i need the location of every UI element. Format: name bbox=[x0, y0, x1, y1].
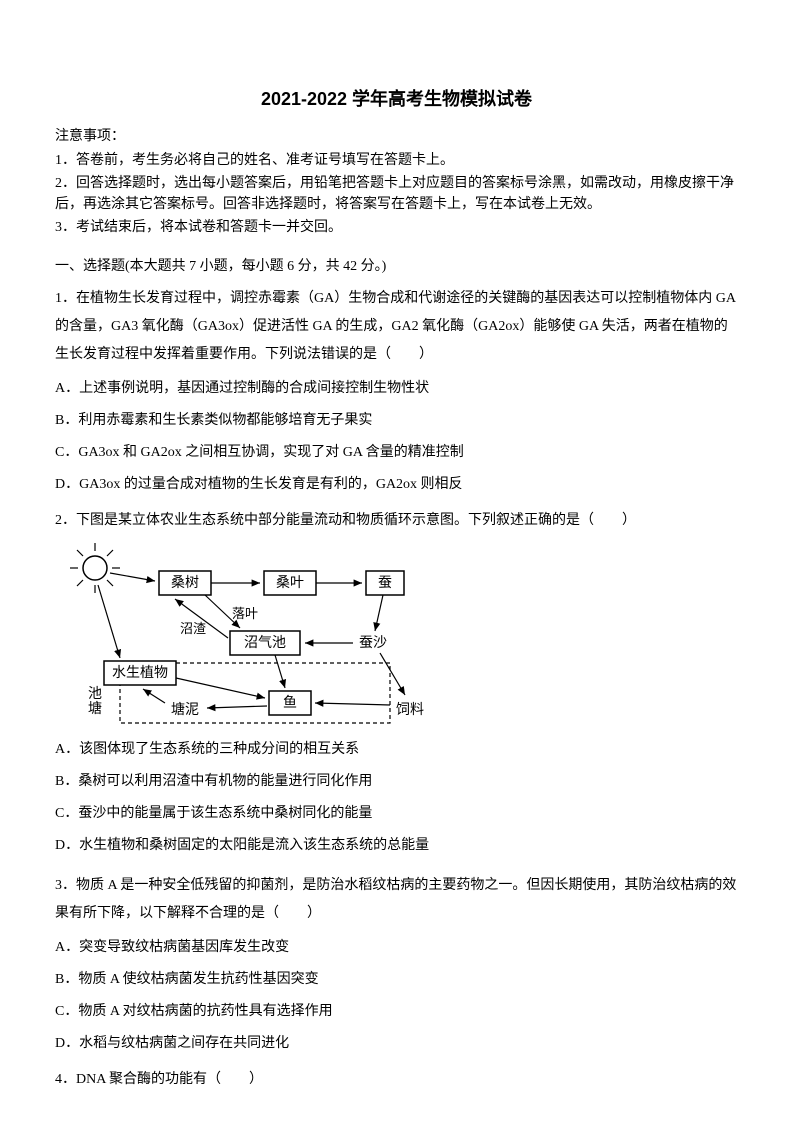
edge-feed-fish bbox=[315, 703, 390, 705]
leaf-label: 桑叶 bbox=[276, 575, 304, 591]
question-3-option-c: C．物质 A 对纹枯病菌的抗药性具有选择作用 bbox=[55, 998, 738, 1026]
question-1-text: 1．在植物生长发育过程中，调控赤霉素（GA）生物合成和代谢途径的关键酶的基因表达… bbox=[55, 285, 738, 369]
question-2: 2．下图是某立体农业生态系统中部分能量流动和物质循环示意图。下列叙述正确的是（ … bbox=[55, 507, 738, 860]
question-2-option-b: B．桑树可以利用沼渣中有机物的能量进行同化作用 bbox=[55, 768, 738, 796]
pond-label-1: 池 bbox=[88, 686, 102, 702]
sun-icon bbox=[70, 543, 120, 593]
edge-sun-mulberry bbox=[110, 573, 155, 581]
silkworm-label: 蚕 bbox=[378, 576, 392, 591]
mud-label: 塘泥 bbox=[171, 702, 199, 718]
fish-label: 鱼 bbox=[283, 694, 297, 711]
notice-item-3: 3．考试结束后，将本试卷和答题卡一并交回。 bbox=[55, 217, 738, 238]
edge-silkworm-waste bbox=[375, 595, 383, 631]
question-1: 1．在植物生长发育过程中，调控赤霉素（GA）生物合成和代谢途径的关键酶的基因表达… bbox=[55, 285, 738, 499]
edge-sun-aquatic bbox=[98, 585, 120, 658]
notice-item-1: 1．答卷前，考生务必将自己的姓名、准考证号填写在答题卡上。 bbox=[55, 150, 738, 171]
mulberry-label: 桑树 bbox=[171, 575, 199, 591]
question-4-text: 4．DNA 聚合酶的功能有（ ） bbox=[55, 1066, 738, 1094]
question-3-option-b: B．物质 A 使纹枯病菌发生抗药性基因突变 bbox=[55, 966, 738, 994]
question-3-text: 3．物质 A 是一种安全低残留的抑菌剂，是防治水稻纹枯病的主要药物之一。但因长期… bbox=[55, 872, 738, 928]
feed-label: 饲料 bbox=[396, 702, 424, 718]
silkworm-waste-label: 蚕沙 bbox=[359, 636, 387, 651]
edge-aquatic-fish bbox=[176, 678, 265, 698]
question-1-option-b: B．利用赤霉素和生长素类似物都能够培育无子果实 bbox=[55, 407, 738, 435]
question-2-option-d: D．水生植物和桑树固定的太阳能是流入该生态系统的总能量 bbox=[55, 832, 738, 860]
edge-mud-aquatic bbox=[143, 689, 165, 703]
question-2-option-c: C．蚕沙中的能量属于该生态系统中桑树同化的能量 bbox=[55, 800, 738, 828]
question-4: 4．DNA 聚合酶的功能有（ ） bbox=[55, 1066, 738, 1094]
question-2-text: 2．下图是某立体农业生态系统中部分能量流动和物质循环示意图。下列叙述正确的是（ … bbox=[55, 507, 738, 535]
section-1-header: 一、选择题(本大题共 7 小题，每小题 6 分，共 42 分。) bbox=[55, 256, 738, 278]
edge-waste-feed bbox=[380, 653, 405, 695]
edge-fish-mud bbox=[207, 706, 267, 708]
biogas-residue-label: 沼渣 bbox=[180, 621, 206, 636]
question-1-option-c: C．GA3ox 和 GA2ox 之间相互协调，实现了对 GA 含量的精准控制 bbox=[55, 439, 738, 467]
aquatic-label: 水生植物 bbox=[112, 665, 168, 681]
question-3-option-a: A．突变导致纹枯病菌基因库发生改变 bbox=[55, 934, 738, 962]
question-1-option-d: D．GA3ox 的过量合成对植物的生长发育是有利的，GA2ox 则相反 bbox=[55, 471, 738, 499]
notice-item-2: 2．回答选择题时，选出每小题答案后，用铅笔把答题卡上对应题目的答案标号涂黑，如需… bbox=[55, 173, 738, 215]
exam-title: 2021-2022 学年高考生物模拟试卷 bbox=[55, 85, 738, 114]
pond-label-2: 塘 bbox=[88, 701, 102, 717]
question-3: 3．物质 A 是一种安全低残留的抑菌剂，是防治水稻纹枯病的主要药物之一。但因长期… bbox=[55, 872, 738, 1058]
biogas-label: 沼气池 bbox=[244, 635, 286, 651]
question-1-option-a: A．上述事例说明，基因通过控制酶的合成间接控制生物性状 bbox=[55, 375, 738, 403]
question-3-option-d: D．水稻与纹枯病菌之间存在共同进化 bbox=[55, 1030, 738, 1058]
question-2-option-a: A．该图体现了生态系统的三种成分间的相互关系 bbox=[55, 736, 738, 764]
edge-biogas-fish bbox=[275, 655, 285, 688]
ecosystem-diagram: 桑树 桑叶 蚕 沼气池 蚕沙 水生植物 鱼 塘泥 bbox=[65, 543, 445, 728]
notice-header: 注意事项： bbox=[55, 126, 738, 148]
fallen-leaf-label: 落叶 bbox=[232, 606, 258, 621]
